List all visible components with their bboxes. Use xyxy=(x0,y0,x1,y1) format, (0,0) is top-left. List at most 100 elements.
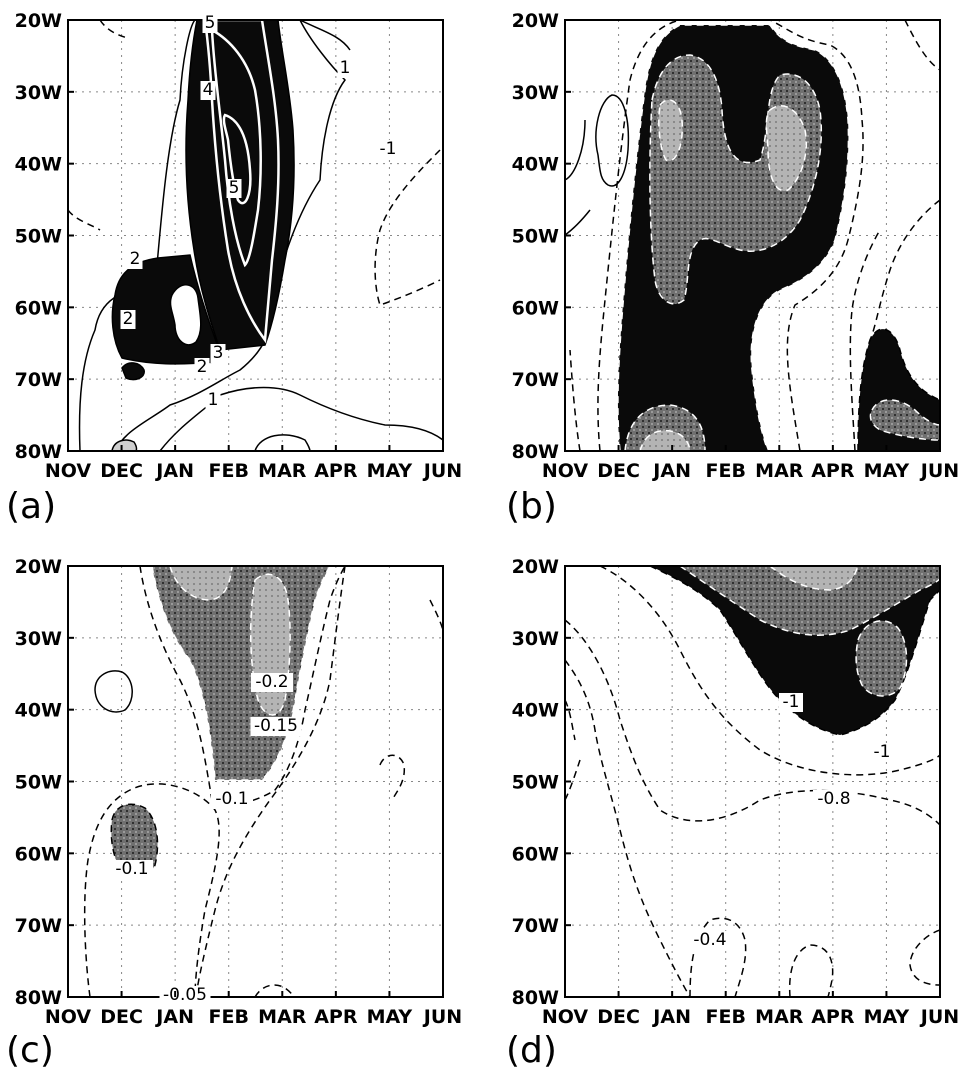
contour-d-left-edge xyxy=(565,699,576,741)
panel-b-ticks: NOV DEC JAN FEB MAR APR MAY JUN 20W 30W 40W 50W 60W 7… xyxy=(512,10,960,482)
contour-c-outer xyxy=(139,566,346,805)
x-tick-label: DEC xyxy=(100,460,143,482)
x-tick-label: APR xyxy=(314,460,358,482)
contour-label-box xyxy=(376,140,400,159)
contour-label-box xyxy=(870,743,894,762)
panel-d: -1 -1 -0.8 -0.4 NOV DEC JAN FEB MAR APR MAY JUN 20W… xyxy=(506,556,959,1071)
contour-d-medium-2 xyxy=(855,620,908,697)
y-tick-label: 50W xyxy=(512,226,559,248)
contour-a-inner-5 xyxy=(222,113,252,205)
x-tick-label: MAR xyxy=(755,460,804,482)
contour-b-light-1 xyxy=(765,105,808,192)
contour-c-light-1 xyxy=(169,566,233,601)
contour-a-neg-1 xyxy=(374,149,441,306)
y-tick-label: 50W xyxy=(15,772,62,794)
y-tick-label: 80W xyxy=(15,441,62,463)
x-tick-label: MAR xyxy=(258,460,307,482)
contour-label: 3 xyxy=(213,343,224,363)
y-tick-label: 40W xyxy=(15,700,62,722)
x-tick-label: NOV xyxy=(542,1006,589,1028)
contour-label-box xyxy=(120,310,136,329)
contour-d-bottom-2 xyxy=(788,944,834,997)
x-tick-label: FEB xyxy=(705,1006,745,1028)
contour-label: -0.15 xyxy=(254,716,298,736)
contour-a-inner-4 xyxy=(210,27,262,268)
contour-c-left-oval xyxy=(94,670,133,713)
contour-label-box xyxy=(211,790,253,809)
panel-c-ticks: NOV DEC JAN FEB MAR APR MAY JUN 20W 30W 40W 50W 60W 7… xyxy=(15,556,463,1028)
contour-c-right-small xyxy=(379,754,406,801)
x-tick-label: FEB xyxy=(705,460,745,482)
x-tick-label: JAN xyxy=(154,460,194,482)
panel-a-label: (a) xyxy=(6,486,56,527)
contour-label: 2 xyxy=(130,249,141,269)
contour-c-medium xyxy=(151,566,331,781)
panel-d-ticks: NOV DEC JAN FEB MAR APR MAY JUN 20W 30W 40W 50W 60W 7… xyxy=(512,556,960,1028)
x-tick-label: MAY xyxy=(864,1006,910,1028)
contour-b-left-oval xyxy=(595,94,630,187)
contour-b-light-2 xyxy=(658,99,684,162)
contour-label: 1 xyxy=(340,58,351,78)
contour-label: 5 xyxy=(229,178,240,198)
x-tick-label: NOV xyxy=(45,1006,92,1028)
contour-label-box xyxy=(127,250,143,269)
contour-b-outer xyxy=(597,20,864,451)
x-tick-label: APR xyxy=(811,460,855,482)
contour-c-small-med xyxy=(110,803,159,876)
y-tick-label: 70W xyxy=(15,915,62,937)
y-tick-label: 40W xyxy=(512,700,559,722)
x-tick-label: MAY xyxy=(367,1006,413,1028)
contour-b-topright xyxy=(904,20,940,71)
panel-d-contours xyxy=(565,566,940,997)
contour-a-topleft xyxy=(99,20,129,39)
y-tick-label: 60W xyxy=(15,297,62,319)
contour-label: 4 xyxy=(203,80,214,100)
contour-b-right-dash2 xyxy=(849,229,881,451)
contour-label-box xyxy=(813,790,855,809)
contour-b-right-med xyxy=(869,399,940,441)
contour-a-topright xyxy=(299,20,351,51)
x-tick-label: MAR xyxy=(755,1006,804,1028)
x-tick-label: JUN xyxy=(422,460,462,482)
y-tick-label: 20W xyxy=(15,556,62,578)
x-tick-label: DEC xyxy=(597,460,640,482)
contour-label-box xyxy=(111,860,153,879)
panel-d-label: (d) xyxy=(506,1030,557,1071)
contour-label-box xyxy=(210,344,226,363)
contour-label-box xyxy=(226,179,242,198)
panel-a-ticks: NOV DEC JAN FEB MAR APR MAY JUN 20W 30W 40W 50W 60W 7… xyxy=(15,10,463,482)
x-tick-label: FEB xyxy=(208,460,248,482)
contour-a-low-1 xyxy=(159,386,443,451)
contour-d-bottom-3 xyxy=(909,929,940,986)
contour-d-light xyxy=(768,566,859,591)
contour-a-small-1 xyxy=(121,362,145,381)
y-tick-label: 70W xyxy=(15,369,62,391)
y-tick-label: 50W xyxy=(512,772,559,794)
x-tick-label: JAN xyxy=(651,1006,691,1028)
y-tick-label: 30W xyxy=(15,82,62,104)
y-tick-label: 40W xyxy=(512,154,559,176)
x-tick-label: JUN xyxy=(919,1006,959,1028)
contour-label-box xyxy=(202,14,218,33)
contour-label-box xyxy=(194,358,210,377)
y-tick-label: 40W xyxy=(15,154,62,176)
y-tick-label: 80W xyxy=(512,441,559,463)
contour-c-mid xyxy=(83,783,220,997)
contour-label: 2 xyxy=(123,309,134,329)
y-tick-label: 50W xyxy=(15,226,62,248)
contour-label-box xyxy=(337,59,353,78)
contour-c-bottom-oval xyxy=(254,984,295,997)
y-tick-label: 70W xyxy=(512,369,559,391)
contour-label-box xyxy=(205,391,221,410)
x-tick-label: JUN xyxy=(422,1006,462,1028)
contour-label: -1 xyxy=(380,139,397,159)
x-tick-label: FEB xyxy=(208,1006,248,1028)
x-tick-label: APR xyxy=(811,1006,855,1028)
contour-d-line-3 xyxy=(565,659,691,997)
contour-label: -1 xyxy=(874,742,891,762)
panel-d-contour-labels: -1 -1 -0.8 -0.4 xyxy=(689,692,894,950)
x-tick-label: MAR xyxy=(258,1006,307,1028)
contour-label: 2 xyxy=(197,357,208,377)
